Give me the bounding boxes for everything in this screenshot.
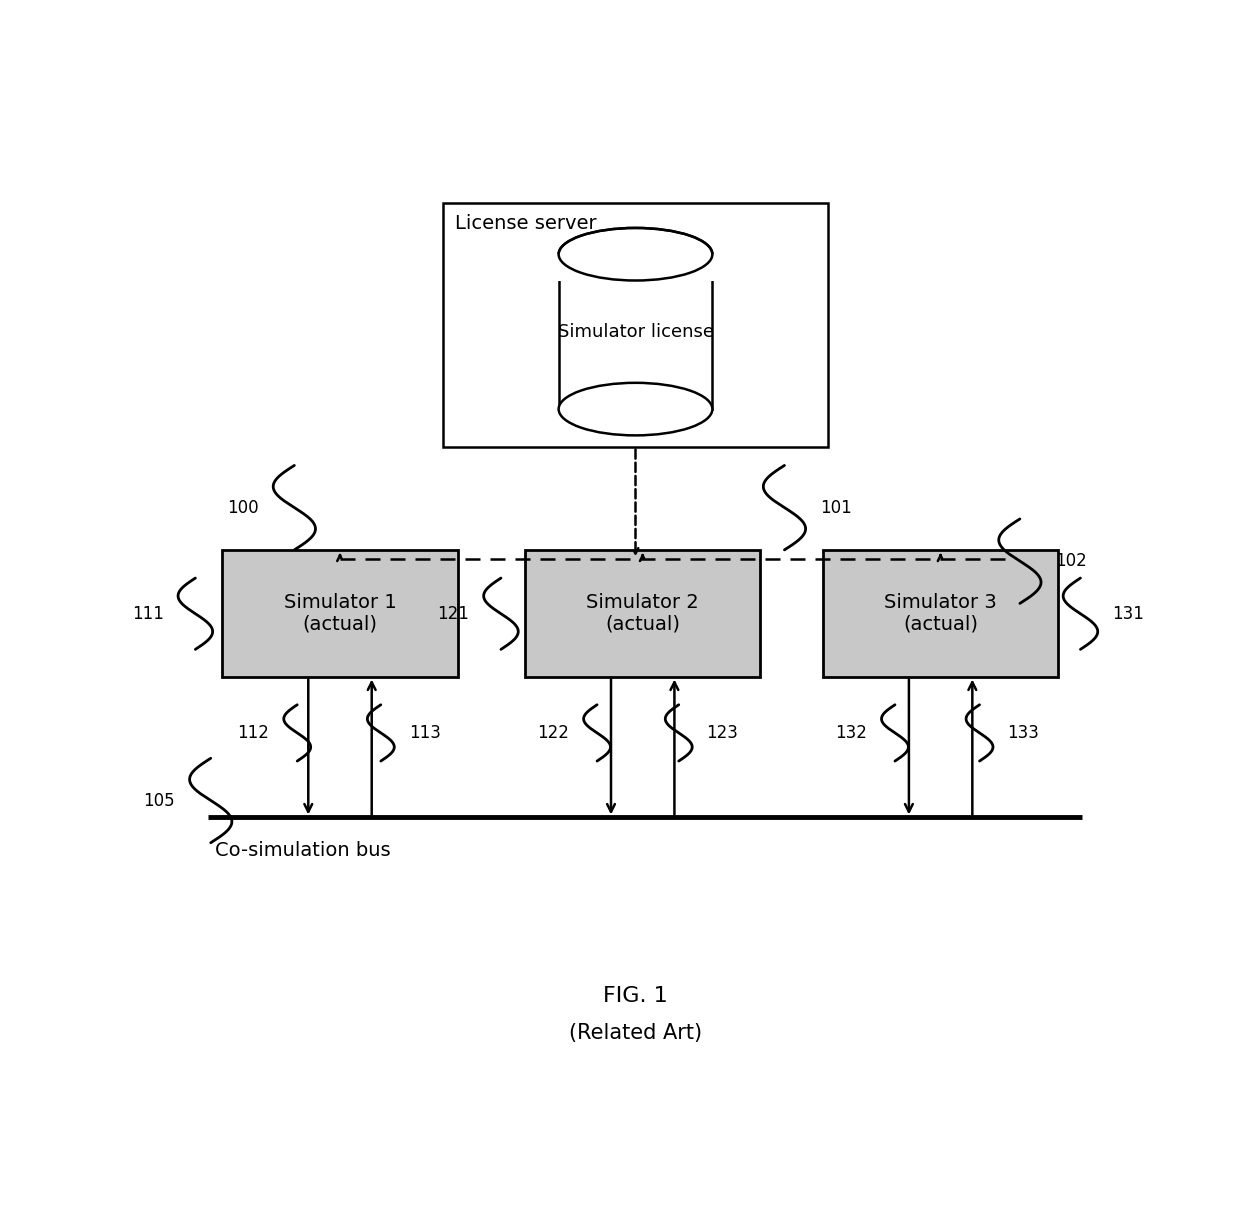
- Text: 133: 133: [1007, 724, 1039, 742]
- Text: FIG. 1: FIG. 1: [603, 986, 668, 1006]
- Text: 101: 101: [820, 499, 852, 517]
- Text: Simulator 2
(actual): Simulator 2 (actual): [587, 592, 699, 634]
- Text: License server: License server: [455, 213, 596, 233]
- FancyBboxPatch shape: [823, 550, 1058, 677]
- Text: Simulator license: Simulator license: [558, 323, 713, 340]
- Text: Co-simulation bus: Co-simulation bus: [215, 841, 391, 859]
- FancyBboxPatch shape: [444, 202, 828, 446]
- Ellipse shape: [558, 228, 712, 280]
- Text: 100: 100: [227, 499, 259, 517]
- Text: 112: 112: [238, 724, 269, 742]
- Text: 131: 131: [1112, 605, 1145, 623]
- Text: (Related Art): (Related Art): [569, 1023, 702, 1043]
- Text: Simulator 1
(actual): Simulator 1 (actual): [284, 592, 397, 634]
- Text: 123: 123: [707, 724, 739, 742]
- FancyBboxPatch shape: [557, 255, 714, 280]
- Text: 105: 105: [144, 791, 175, 809]
- FancyBboxPatch shape: [525, 550, 760, 677]
- Text: 121: 121: [438, 605, 469, 623]
- Text: 102: 102: [1055, 552, 1087, 570]
- FancyBboxPatch shape: [222, 550, 458, 677]
- Text: 122: 122: [537, 724, 569, 742]
- Text: 113: 113: [409, 724, 440, 742]
- Text: Simulator 3
(actual): Simulator 3 (actual): [884, 592, 997, 634]
- Ellipse shape: [558, 383, 712, 435]
- Text: 132: 132: [836, 724, 867, 742]
- Text: 111: 111: [131, 605, 164, 623]
